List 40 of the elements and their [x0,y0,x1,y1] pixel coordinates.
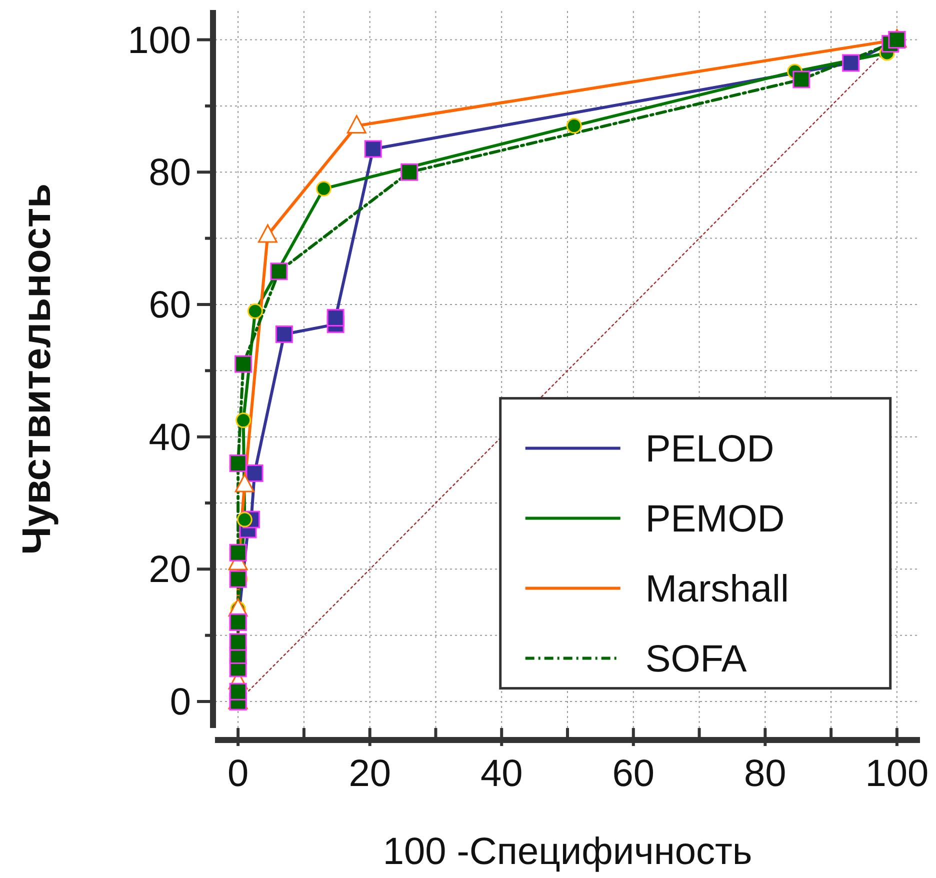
y-tick-label: 40 [148,416,191,459]
point [258,224,278,243]
point [346,115,366,134]
point [229,570,247,588]
point [326,308,344,326]
x-tick-label: 80 [744,753,786,795]
x-tick-label: 60 [612,753,655,795]
point [234,474,254,492]
x-tick-label: 40 [480,753,523,795]
point [229,454,247,472]
legend-label: Marshall [645,568,789,610]
point [229,633,247,651]
y-axis-title: Чувствительность [15,183,59,555]
y-tick-label: 20 [148,549,191,592]
point [275,326,293,344]
point [792,70,810,88]
point [270,262,288,280]
y-tick-label: 0 [170,682,191,724]
point [316,180,332,196]
point [236,512,252,528]
point [842,54,860,72]
x-tick-label: 0 [227,753,249,795]
x-tick-label: 100 [865,753,929,795]
point [234,355,252,373]
x-tick-label: 20 [348,753,391,795]
point [229,544,247,562]
legend-label: SOFA [645,638,748,680]
point [566,118,582,134]
point [364,140,382,158]
point [246,464,264,482]
x-axis-title: 100 -Специфичность [382,831,752,873]
point [400,163,418,181]
point [236,412,252,428]
y-tick-label: 80 [148,152,191,194]
point [229,682,247,700]
y-tick-label: 100 [128,20,191,62]
y-tick-label: 60 [148,284,191,326]
point [247,303,263,319]
legend-label: PEMOD [645,498,785,540]
legend-label: PELOD [645,428,774,470]
